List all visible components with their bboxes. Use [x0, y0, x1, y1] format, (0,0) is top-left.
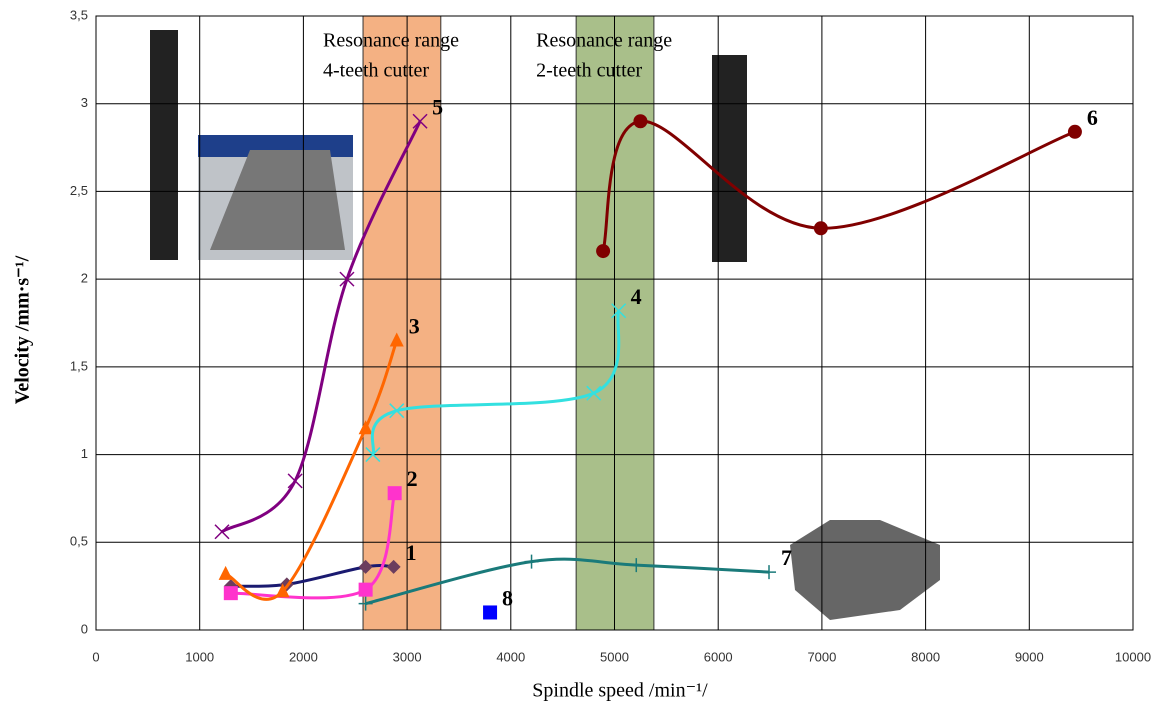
y-tick-label: 0,5 [70, 534, 88, 549]
data-point [412, 113, 428, 129]
series-label: 1 [406, 540, 417, 565]
resonance-band [362, 15, 442, 631]
y-tick-label: 3,5 [70, 7, 88, 22]
data-point [358, 582, 373, 597]
series-line [370, 310, 621, 456]
data-point [275, 583, 290, 598]
band-label: Resonance range [323, 30, 459, 52]
x-tick-label: 3000 [393, 649, 422, 664]
data-point [218, 565, 233, 580]
series-line [221, 120, 422, 534]
data-point [596, 244, 611, 259]
x-tick-label: 7000 [807, 649, 836, 664]
y-tick-label: 2,5 [70, 183, 88, 198]
data-point [1067, 124, 1082, 139]
y-tick-label: 1,5 [70, 358, 88, 373]
series-label: 8 [502, 586, 513, 611]
y-tick-label: 1 [81, 446, 88, 461]
data-point [339, 271, 355, 287]
x-tick-label: 5000 [600, 649, 629, 664]
data-point [483, 605, 498, 620]
series-label: 2 [407, 466, 418, 491]
series-line [365, 557, 770, 606]
plot-frame [95, 15, 1134, 631]
data-point [387, 486, 402, 501]
band-label: Resonance range [536, 30, 672, 52]
series-label: 6 [1087, 105, 1098, 130]
x-tick-label: 8000 [911, 649, 940, 664]
series-label: 3 [409, 314, 420, 339]
data-point [386, 559, 401, 574]
data-point [629, 558, 644, 573]
data-point [358, 559, 373, 574]
data-point [633, 114, 648, 129]
plot-area: 0 0,5 1 1,5 2 2,5 3 3,5 0 1000 2000 3000 4000 5000 600… [70, 7, 1151, 664]
data-point [611, 303, 627, 319]
data-point [524, 554, 539, 569]
data-point [358, 596, 373, 611]
series-line [601, 119, 1076, 252]
x-tick-label: 0 [92, 649, 99, 664]
band-label: 4-teeth cutter [323, 60, 429, 82]
data-point [586, 385, 602, 401]
data-point [365, 447, 381, 463]
band-label: 2-teeth cutter [536, 60, 642, 82]
x-tick-label: 1000 [185, 649, 214, 664]
y-tick-label: 2 [81, 271, 88, 286]
data-point [813, 221, 828, 236]
data-point [287, 473, 303, 489]
y-tick-label: 0 [81, 621, 88, 636]
series-label: 5 [432, 94, 443, 119]
end-mill-image [150, 30, 178, 260]
resonance-band [575, 15, 655, 631]
x-tick-label: 9000 [1015, 649, 1044, 664]
milling-head-image [790, 520, 940, 620]
series-label: 4 [631, 284, 642, 309]
x-tick-label: 4000 [496, 649, 525, 664]
data-point [389, 332, 404, 347]
end-mill-image [712, 55, 747, 262]
x-tick-label: 6000 [704, 649, 733, 664]
y-axis-label: Velocity /mm·s⁻¹/ [12, 255, 34, 404]
series-label: 7 [781, 545, 792, 570]
series-line [224, 340, 399, 601]
data-point [358, 420, 373, 435]
data-point [762, 565, 777, 580]
x-axis-label: Spindle speed /min⁻¹/ [532, 680, 708, 702]
cutter-closeup-shape [210, 150, 345, 250]
y-tick-label: 3 [81, 95, 88, 110]
data-point [223, 586, 238, 601]
x-tick-label: 2000 [289, 649, 318, 664]
data-point [389, 403, 405, 419]
x-tick-label: 10000 [1115, 649, 1151, 664]
data-point [214, 524, 230, 540]
